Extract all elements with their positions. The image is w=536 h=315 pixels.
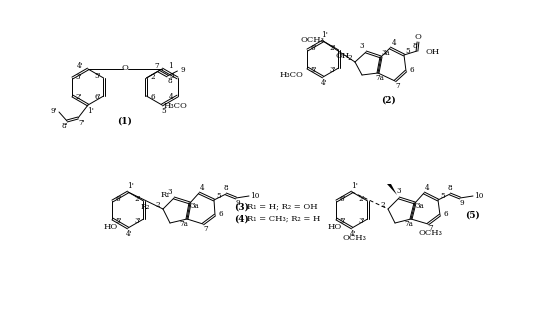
Text: 2: 2: [155, 201, 160, 209]
Text: (3): (3): [234, 203, 249, 211]
Text: 6: 6: [444, 210, 448, 218]
Text: 3: 3: [397, 187, 401, 195]
Text: 8: 8: [448, 184, 452, 192]
Text: 4': 4': [77, 62, 84, 70]
Text: (5): (5): [465, 210, 479, 220]
Text: 8: 8: [224, 184, 228, 192]
Text: 8': 8': [62, 122, 69, 130]
Text: OCH₃: OCH₃: [342, 234, 366, 242]
Text: 6': 6': [115, 195, 122, 203]
Text: 7a: 7a: [376, 74, 384, 82]
Text: 3': 3': [329, 66, 336, 74]
Text: 3: 3: [169, 72, 174, 80]
Text: 3': 3': [358, 217, 365, 225]
Text: 7a: 7a: [405, 220, 413, 228]
Text: R₁ = H; R₂ = OH: R₁ = H; R₂ = OH: [247, 203, 318, 211]
Text: 1': 1': [126, 182, 133, 190]
Text: OH: OH: [336, 52, 349, 60]
Text: 5: 5: [441, 192, 445, 200]
Text: 3: 3: [168, 188, 172, 196]
Text: 8: 8: [413, 42, 418, 50]
Text: 1': 1': [351, 182, 358, 190]
Text: 5': 5': [339, 217, 346, 225]
Text: 7: 7: [429, 224, 433, 232]
Text: 4': 4': [349, 230, 356, 238]
Text: 2: 2: [150, 73, 155, 81]
Polygon shape: [387, 184, 397, 195]
Text: 10: 10: [474, 192, 483, 200]
Text: R₂: R₂: [141, 203, 150, 211]
Text: 6': 6': [339, 195, 346, 203]
Text: 1: 1: [168, 62, 173, 70]
Text: 8: 8: [167, 77, 172, 85]
Text: 1': 1': [86, 107, 93, 115]
Text: 7a: 7a: [180, 220, 189, 228]
Text: 9': 9': [50, 107, 57, 115]
Text: R₁: R₁: [160, 191, 170, 199]
Text: HO: HO: [327, 223, 342, 231]
Text: 4: 4: [200, 184, 204, 192]
Text: 2': 2': [75, 93, 82, 101]
Text: (4): (4): [234, 215, 249, 224]
Text: 2: 2: [381, 201, 385, 209]
Text: 3a: 3a: [415, 202, 425, 210]
Text: 6': 6': [310, 44, 317, 52]
Text: 3': 3': [75, 73, 81, 81]
Text: 1': 1': [321, 31, 327, 39]
Text: O: O: [122, 64, 129, 72]
Text: 6': 6': [94, 93, 101, 101]
Text: 5: 5: [162, 107, 166, 115]
Text: HO: HO: [104, 223, 118, 231]
Text: 9: 9: [180, 66, 185, 74]
Text: 4: 4: [392, 39, 396, 47]
Text: 2': 2': [358, 195, 365, 203]
Text: 7: 7: [204, 225, 209, 233]
Text: 10: 10: [250, 192, 259, 200]
Text: 5: 5: [217, 192, 221, 200]
Text: (2): (2): [381, 95, 396, 105]
Text: 4: 4: [425, 184, 429, 192]
Text: 2': 2': [329, 44, 336, 52]
Text: 6: 6: [219, 210, 224, 218]
Text: 4: 4: [169, 93, 174, 101]
Text: 5: 5: [406, 47, 411, 55]
Text: 3': 3': [135, 217, 141, 225]
Text: (1): (1): [117, 117, 132, 125]
Text: 7: 7: [396, 82, 400, 90]
Text: 5': 5': [94, 72, 101, 80]
Text: 6: 6: [150, 93, 155, 101]
Text: OCH₃: OCH₃: [301, 36, 324, 44]
Text: 4': 4': [321, 79, 327, 87]
Text: H₃CO: H₃CO: [163, 102, 188, 110]
Text: OH: OH: [426, 48, 440, 56]
Text: H₃CO: H₃CO: [279, 71, 303, 79]
Text: 2: 2: [348, 54, 352, 62]
Text: 6: 6: [410, 66, 414, 74]
Text: 3a: 3a: [191, 202, 199, 210]
Text: 2': 2': [134, 195, 141, 203]
Text: 9: 9: [236, 199, 240, 207]
Text: 4': 4': [125, 230, 132, 238]
Text: 5': 5': [310, 66, 317, 74]
Text: O: O: [414, 33, 421, 41]
Text: 5': 5': [115, 217, 122, 225]
Text: 3: 3: [360, 42, 364, 50]
Text: 7: 7: [154, 62, 159, 70]
Text: OCH₃: OCH₃: [418, 229, 442, 237]
Text: 7': 7': [79, 119, 85, 127]
Text: R₁ = CH₃; R₂ = H: R₁ = CH₃; R₂ = H: [247, 215, 321, 223]
Text: 9: 9: [460, 199, 464, 207]
Text: 3a: 3a: [382, 49, 390, 57]
